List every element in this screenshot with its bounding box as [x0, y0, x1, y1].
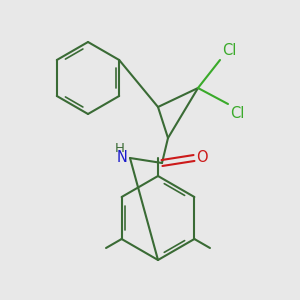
Text: Cl: Cl	[222, 43, 236, 58]
Text: Cl: Cl	[230, 106, 244, 121]
Text: N: N	[117, 149, 128, 164]
Text: O: O	[196, 149, 208, 164]
Text: H: H	[115, 142, 125, 154]
